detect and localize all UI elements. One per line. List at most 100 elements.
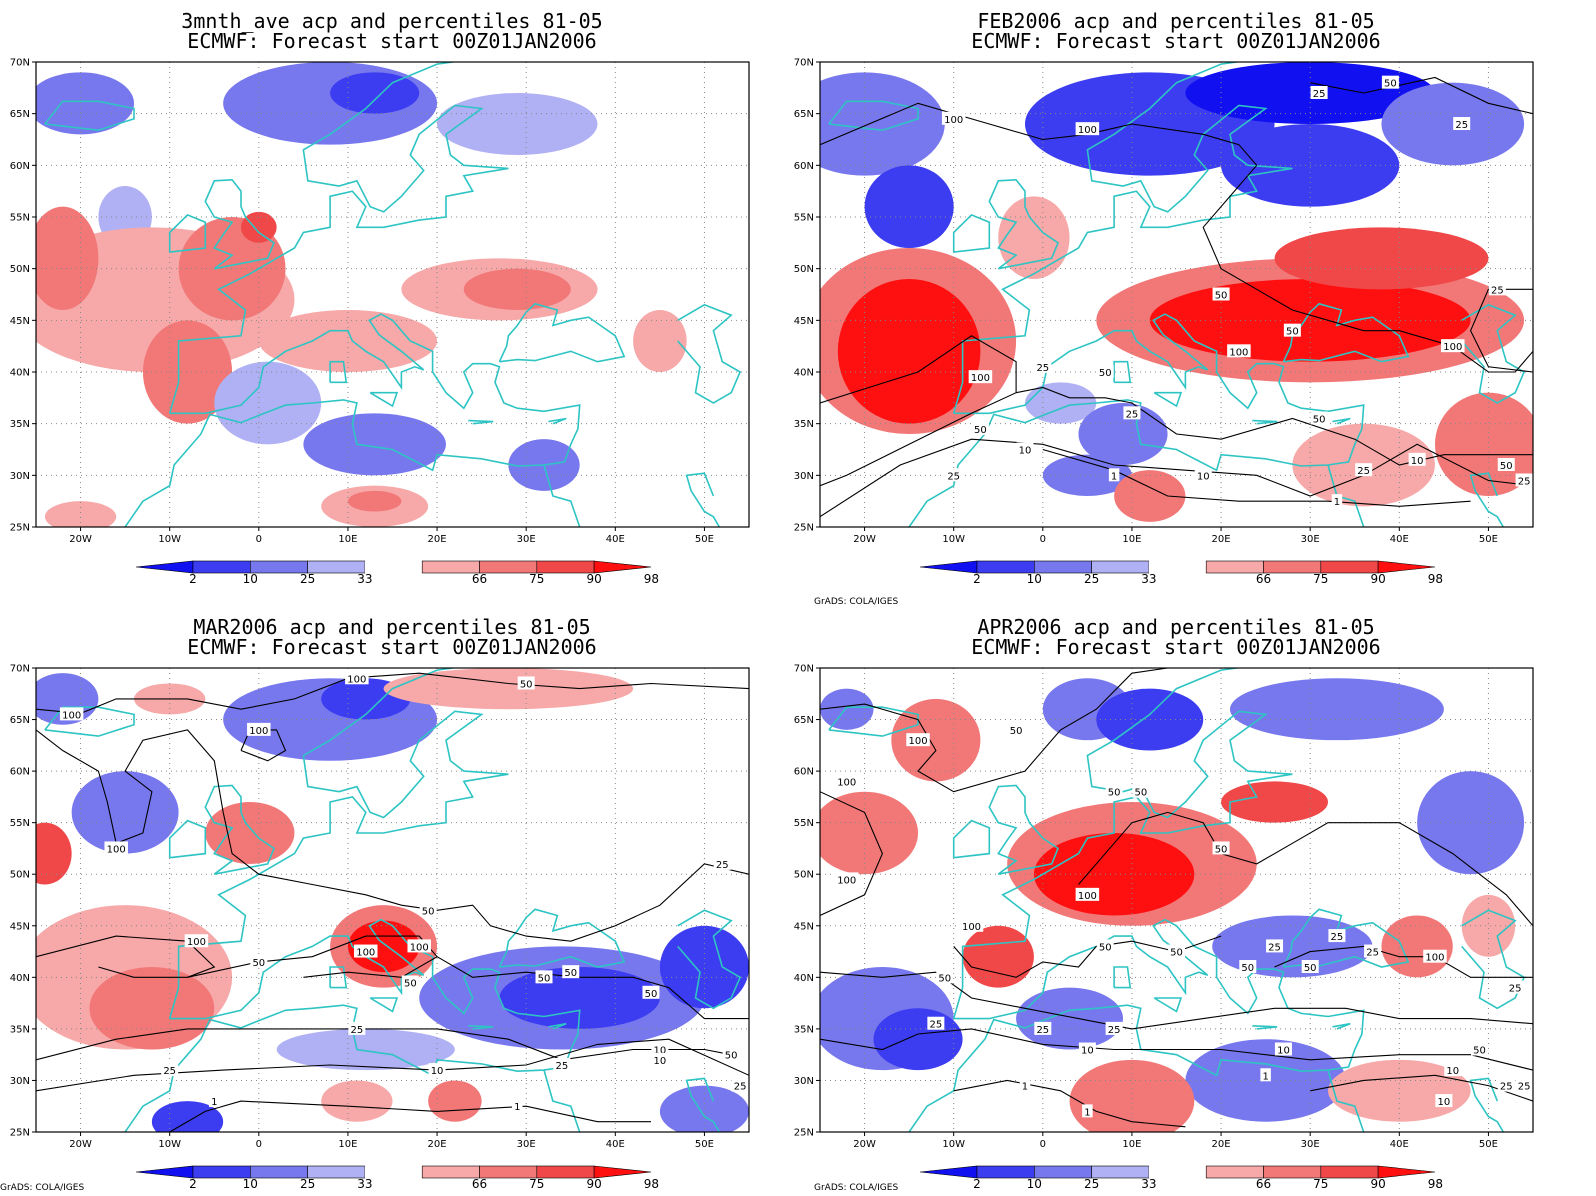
- contour-label: 10: [1411, 456, 1424, 467]
- coastline: [548, 1022, 567, 1030]
- y-tick-label: 25N: [794, 523, 814, 534]
- contour-label-bg: [651, 1042, 669, 1056]
- contour-label-bg: [1266, 939, 1284, 953]
- contour-label-bg: [1034, 359, 1052, 373]
- percentile-shading-p25: [1078, 403, 1168, 465]
- coastline: [1332, 417, 1351, 425]
- contour-label-bg: [407, 939, 431, 953]
- contour-label: 25: [1491, 285, 1504, 296]
- contour-label-bg: [642, 985, 660, 999]
- coastline: [548, 417, 567, 425]
- y-tick-label: 45N: [794, 316, 814, 327]
- contour-label: 100: [1443, 342, 1462, 353]
- contour-label-bg: [1515, 473, 1533, 487]
- coastline: [468, 419, 494, 425]
- contour-label: 1: [211, 1097, 217, 1108]
- y-tick-label: 30N: [794, 471, 814, 482]
- coastline: [1252, 419, 1278, 425]
- percentile-shading-p25: [1016, 987, 1124, 1050]
- contour-label-bg: [1260, 1068, 1271, 1082]
- contour-label-bg: [1331, 494, 1343, 508]
- coastline: [952, 213, 991, 253]
- contour-label: 50: [1286, 327, 1299, 338]
- coastline: [1327, 464, 1365, 527]
- coastline: [908, 313, 1365, 527]
- coastline: [124, 313, 581, 527]
- map-area: 100 100 25 50 25 25 50 50 100 100 100 25 50 25 50 10 25 1…: [820, 62, 1533, 527]
- colorbar: 2 10 25 33 66 75 90 98: [919, 560, 1443, 586]
- contour-label: 25: [1268, 942, 1281, 953]
- colorbar-label: 33: [357, 1177, 372, 1191]
- colorbar-high-arrow: [593, 1165, 652, 1179]
- contour-label: 25: [1331, 932, 1344, 943]
- coastline: [329, 360, 348, 384]
- contour-label: 10: [1081, 1046, 1094, 1057]
- colorbar-label: 90: [1370, 1177, 1385, 1191]
- percentile-shading-p75: [1114, 470, 1186, 522]
- x-tick-label: 40E: [606, 534, 625, 545]
- y-tick-label: 55N: [794, 818, 814, 829]
- contour-label: 100: [187, 937, 206, 948]
- x-tick-label: 10W: [158, 1139, 181, 1150]
- x-tick-label: 10W: [942, 1139, 965, 1150]
- contour-label-bg: [1034, 1021, 1052, 1035]
- contour-label: 25: [734, 1082, 747, 1093]
- y-tick-label: 40N: [10, 368, 30, 379]
- contour-label: 1: [1111, 471, 1117, 482]
- contour-label-bg: [1301, 960, 1319, 974]
- map-frame: [35, 667, 750, 1133]
- contour-label: 50: [422, 906, 435, 917]
- contour-label: 50: [1304, 963, 1317, 974]
- x-tick-label: 10W: [158, 534, 181, 545]
- coastline: [685, 1077, 749, 1132]
- coastline: [168, 819, 207, 859]
- map-area: 100 50 100 100 100 25 50 100 100 100 50 50 50 50 50 25 5…: [36, 668, 749, 1132]
- map-frame: [819, 61, 1534, 528]
- x-tick-label: 40E: [606, 1139, 625, 1150]
- colorbar-label: 75: [529, 572, 544, 586]
- contour-label: 50: [1108, 788, 1121, 799]
- contour-label: 25: [1366, 948, 1379, 959]
- acp-contour: [436, 956, 749, 1020]
- percentile-shading-p66: [633, 310, 687, 372]
- colorbar-label: 2: [973, 572, 981, 586]
- coastline: [468, 1025, 494, 1030]
- panel-subtitle: ECMWF: Forecast start 00Z01JAN2006: [971, 29, 1380, 53]
- contour-label-bg: [1471, 1042, 1489, 1056]
- colorbar-label: 75: [529, 1177, 544, 1191]
- x-tick-label: 0: [256, 1139, 262, 1150]
- colorbar: 2 10 25 33 66 75 90 98: [135, 560, 659, 586]
- colorbar-label: 98: [644, 572, 659, 586]
- contour-label-bg: [936, 970, 954, 984]
- x-tick-label: 40E: [1390, 1139, 1409, 1150]
- colorbar-low-arrow: [135, 560, 194, 574]
- contour-label: 10: [1438, 1097, 1451, 1108]
- percentile-shading-p25: [303, 413, 446, 476]
- colorbar: 2 10 25 33 66 75 90 98: [919, 1165, 1443, 1191]
- y-tick-label: 30N: [10, 471, 30, 482]
- percentile-shading-p75: [142, 320, 233, 424]
- coastline: [988, 178, 1059, 270]
- colorbar-label: 25: [300, 572, 315, 586]
- contour-label: 100: [944, 115, 963, 126]
- contour-label-bg: [1408, 452, 1426, 466]
- contour-label: 25: [555, 1061, 568, 1072]
- contour-label: 50: [974, 425, 987, 436]
- contour-label-bg: [401, 975, 419, 989]
- contour-label-bg: [1075, 887, 1100, 901]
- acp-contour: [1310, 76, 1533, 115]
- y-tick-label: 60N: [794, 767, 814, 778]
- coastline: [168, 668, 527, 1019]
- contour-label-bg: [1506, 980, 1524, 994]
- contour-label: 10: [1277, 1046, 1290, 1057]
- contour-label-bg: [1423, 949, 1447, 963]
- contour-label-bg: [959, 918, 984, 932]
- map-area: [36, 62, 749, 527]
- y-tick-label: 50N: [10, 264, 30, 275]
- coastline: [1282, 908, 1410, 968]
- contour-label: 100: [356, 948, 375, 959]
- colorbar-label: 90: [586, 1177, 601, 1191]
- y-tick-label: 55N: [10, 818, 30, 829]
- percentile-shading-p33: [214, 361, 322, 445]
- contour-label-bg: [59, 707, 84, 721]
